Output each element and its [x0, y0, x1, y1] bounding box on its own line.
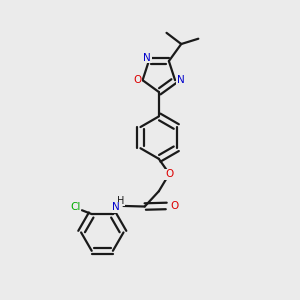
Text: O: O: [133, 75, 141, 85]
Text: N: N: [112, 202, 120, 212]
Text: O: O: [165, 169, 173, 179]
Text: Cl: Cl: [70, 202, 81, 212]
Text: H: H: [118, 196, 125, 206]
Text: N: N: [143, 52, 151, 63]
Text: N: N: [176, 75, 184, 85]
Text: O: O: [170, 201, 178, 211]
